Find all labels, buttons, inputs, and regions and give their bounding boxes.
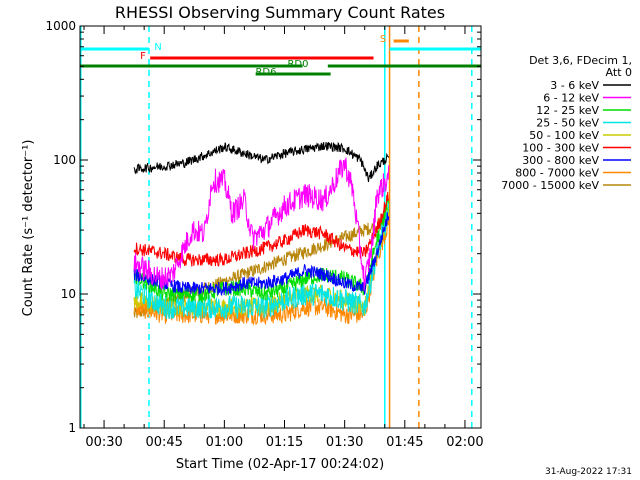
y-tick-label-0: 1 (68, 421, 76, 435)
series-line-7 (133, 215, 390, 326)
y-tick-label-1: 10 (61, 287, 76, 301)
flag-label-n: N (154, 42, 161, 53)
legend-header-1: Att 0 (606, 66, 632, 79)
flag-label-rd6: RD6 (255, 67, 276, 78)
legend-item-label-5: 100 - 300 keV (522, 142, 599, 155)
plot-area: NF RD0 RD6 S 1 10 100 1000 00:30 00:45 01:00 01:15 0… (45, 19, 483, 450)
legend-item-label-3: 25 - 50 keV (536, 117, 599, 130)
x-tick-label-3: 01:15 (266, 435, 303, 450)
legend-item-label-8: 7000 - 15000 keV (501, 179, 599, 192)
x-tick-label-2: 01:00 (206, 435, 243, 450)
legend-item-label-4: 50 - 100 keV (529, 129, 599, 142)
x-tick-label-6: 02:00 (446, 435, 483, 450)
flag-label-rd0: RD0 (287, 59, 308, 70)
footer-date: 31-Aug-2022 17:31 (545, 467, 632, 477)
y-axis-label: Count Rate (s⁻¹ detector⁻¹) (21, 140, 36, 317)
x-axis-label: Start Time (02-Apr-17 00:24:02) (176, 457, 384, 472)
plot-frame (79, 25, 482, 429)
legend-item-label-6: 300 - 800 keV (522, 154, 599, 167)
x-tick-label-0: 00:30 (85, 435, 122, 450)
series-line-1 (133, 157, 390, 291)
flag-label-f: F (140, 51, 146, 62)
legend-item-label-2: 12 - 25 keV (536, 104, 599, 117)
legend-item-label-1: 6 - 12 keV (543, 92, 599, 105)
x-tick-label-5: 01:45 (386, 435, 423, 450)
x-tick-label-4: 01:30 (326, 435, 363, 450)
chart-title: RHESSI Observing Summary Count Rates (115, 3, 445, 22)
y-tick-label-3: 1000 (45, 19, 76, 33)
legend-header-0: Det 3,6, FDecim 1, (529, 54, 632, 67)
series-line-5 (133, 191, 390, 267)
series-line-8 (133, 216, 390, 319)
legend-item-label-7: 800 - 7000 keV (515, 167, 599, 180)
flag-label-s: S (380, 34, 386, 45)
series-line-6 (133, 212, 390, 297)
legend-item-label-0: 3 - 6 keV (550, 79, 599, 92)
series-line-2 (133, 198, 390, 304)
series-line-0 (133, 141, 390, 183)
x-tick-label-1: 00:45 (145, 435, 182, 450)
y-tick-label-2: 100 (53, 153, 76, 167)
